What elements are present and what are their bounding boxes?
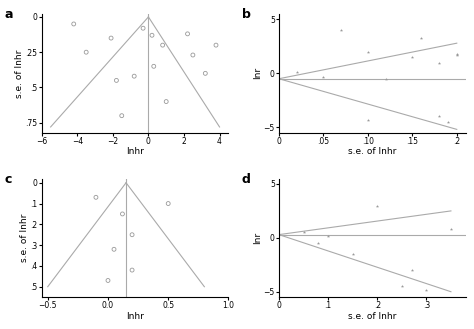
- Point: [82, 50, 90, 55]
- Point: [408, 267, 415, 273]
- Point: [418, 35, 425, 40]
- Point: [447, 227, 455, 232]
- Y-axis label: lnr: lnr: [253, 232, 262, 244]
- Point: [139, 26, 147, 31]
- Point: [409, 55, 416, 60]
- Point: [110, 247, 118, 252]
- Point: [324, 233, 332, 238]
- X-axis label: s.e. of lnhr: s.e. of lnhr: [348, 147, 396, 156]
- Point: [189, 52, 197, 58]
- Point: [293, 70, 301, 75]
- Point: [70, 21, 78, 27]
- Point: [128, 267, 136, 273]
- Point: [92, 195, 100, 200]
- Point: [337, 28, 345, 33]
- Point: [314, 240, 322, 246]
- Point: [300, 230, 307, 235]
- Text: d: d: [242, 173, 250, 186]
- Point: [104, 278, 112, 283]
- Point: [212, 42, 220, 48]
- Point: [148, 33, 156, 38]
- Point: [130, 74, 138, 79]
- Point: [159, 42, 166, 48]
- X-axis label: s.e. of lnhr: s.e. of lnhr: [348, 312, 396, 321]
- Point: [374, 203, 381, 208]
- Point: [453, 51, 461, 57]
- Y-axis label: s.e. of lnhr: s.e. of lnhr: [15, 49, 24, 97]
- Point: [422, 287, 430, 292]
- Text: c: c: [4, 173, 12, 186]
- Point: [163, 99, 170, 104]
- Point: [364, 117, 372, 122]
- Y-axis label: lnr: lnr: [253, 67, 262, 79]
- Point: [107, 36, 115, 41]
- X-axis label: lnhr: lnhr: [126, 147, 144, 156]
- Point: [201, 71, 209, 76]
- Point: [398, 284, 406, 289]
- Text: a: a: [4, 8, 13, 21]
- Point: [113, 78, 120, 83]
- Point: [118, 211, 126, 216]
- Point: [382, 76, 390, 81]
- Point: [319, 74, 327, 79]
- Text: b: b: [242, 8, 250, 21]
- Point: [364, 49, 372, 54]
- Point: [164, 201, 172, 206]
- Point: [444, 119, 452, 124]
- X-axis label: lnhr: lnhr: [126, 312, 144, 321]
- Point: [435, 114, 443, 119]
- Point: [118, 113, 126, 118]
- Point: [453, 52, 461, 58]
- Point: [435, 60, 443, 65]
- Point: [150, 64, 157, 69]
- Point: [184, 31, 191, 37]
- Point: [349, 251, 356, 257]
- Y-axis label: s.e. of lnhr: s.e. of lnhr: [20, 214, 29, 262]
- Point: [128, 232, 136, 237]
